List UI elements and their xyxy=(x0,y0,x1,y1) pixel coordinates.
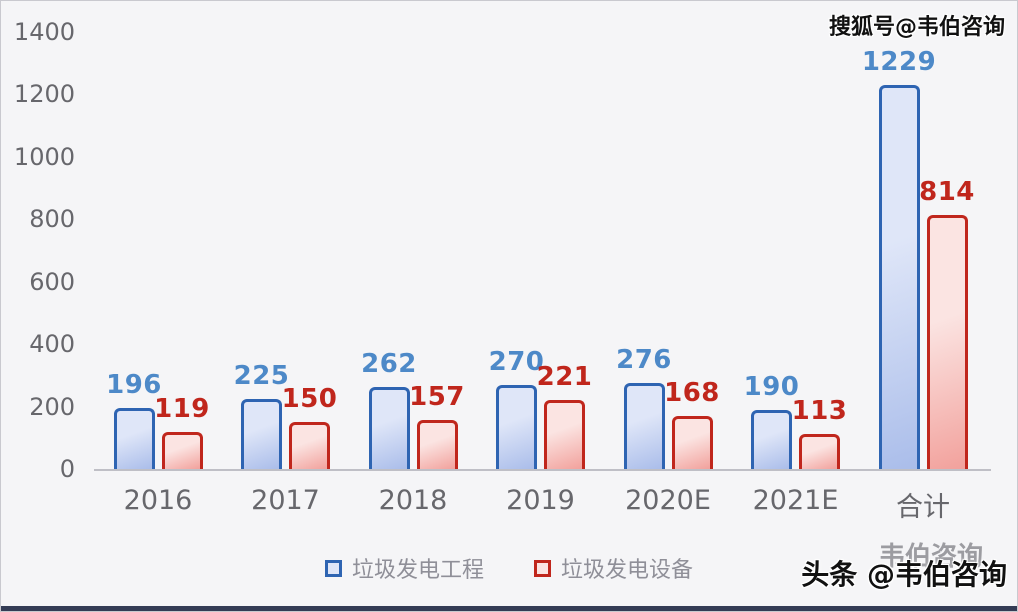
bar-equipment xyxy=(671,416,713,469)
x-axis-label: 2019 xyxy=(506,485,575,516)
legend-item: 垃圾发电设备 xyxy=(534,552,693,584)
legend: 垃圾发电工程 垃圾发电设备 xyxy=(1,552,1017,584)
value-label: 276 xyxy=(616,345,672,375)
y-tick-label: 1000 xyxy=(13,142,75,171)
legend-label: 垃圾发电工程 xyxy=(351,558,484,583)
value-label: 1229 xyxy=(861,47,937,77)
x-axis-label: 2020E xyxy=(625,485,711,516)
watermark-bottom-right: 头条 @韦伯咨询 xyxy=(801,558,1007,591)
y-tick-label: 1200 xyxy=(13,80,75,108)
plot-area: 196 119 2016 225 150 2017 262 157 2018 270 221 2019… xyxy=(94,31,991,523)
watermark-top-right: 搜狐号@韦伯咨询 xyxy=(828,15,1005,40)
y-tick-label: 200 xyxy=(29,392,75,421)
category-group: 196 119 2016 xyxy=(106,31,209,516)
bar-equipment xyxy=(416,420,458,469)
y-tick-label: 800 xyxy=(29,205,75,233)
bar-project xyxy=(623,383,665,469)
category-group: 262 157 2018 xyxy=(361,31,464,516)
y-axis: 0 200 400 600 800 1000 1200 1400 xyxy=(1,19,79,483)
category-group: 276 168 2020E xyxy=(616,31,719,516)
watermark-bottom-ghost: 韦伯咨询 xyxy=(878,542,983,572)
category-group: 270 221 2019 xyxy=(489,31,592,516)
value-label: 814 xyxy=(919,177,975,207)
y-tick-label: 600 xyxy=(29,267,75,296)
bar-project xyxy=(113,408,155,469)
x-axis-label: 2017 xyxy=(251,485,320,516)
value-label: 168 xyxy=(664,378,720,408)
value-label: 225 xyxy=(233,361,290,391)
value-label: 270 xyxy=(488,347,545,377)
value-label: 113 xyxy=(791,396,848,426)
x-axis-label: 2021E xyxy=(752,485,839,516)
bar-equipment xyxy=(289,422,330,469)
bar-project xyxy=(368,387,410,469)
bar-equipment xyxy=(161,432,203,469)
bar-project xyxy=(751,410,792,469)
bar-equipment xyxy=(544,400,585,469)
bar-project xyxy=(878,85,920,469)
bar-project xyxy=(496,385,537,469)
legend-label: 垃圾发电设备 xyxy=(561,558,694,583)
value-label: 119 xyxy=(154,394,210,424)
value-label: 157 xyxy=(409,382,465,412)
value-label: 196 xyxy=(106,370,162,400)
bar-equipment xyxy=(799,434,840,469)
category-group: 1229 814 合计 xyxy=(862,31,975,523)
value-label: 190 xyxy=(743,372,800,402)
bar-project xyxy=(241,399,282,469)
legend-swatch xyxy=(534,559,551,577)
category-group: 190 113 2021E xyxy=(744,31,847,516)
value-label: 262 xyxy=(361,349,417,379)
bottom-edge-strip xyxy=(1,606,1017,611)
x-axis-label: 合计 xyxy=(896,492,950,523)
y-tick-label: 1400 xyxy=(13,17,75,46)
bar-equipment xyxy=(926,215,968,469)
value-label: 221 xyxy=(536,362,593,392)
x-axis-label: 2016 xyxy=(123,485,193,516)
y-tick-label: 0 xyxy=(59,455,75,483)
value-label: 150 xyxy=(281,384,338,414)
legend-swatch xyxy=(324,559,342,577)
x-axis-label: 2018 xyxy=(378,485,448,516)
legend-item: 垃圾发电工程 xyxy=(324,552,484,584)
y-tick-label: 400 xyxy=(29,330,75,358)
category-group: 225 150 2017 xyxy=(234,31,337,516)
